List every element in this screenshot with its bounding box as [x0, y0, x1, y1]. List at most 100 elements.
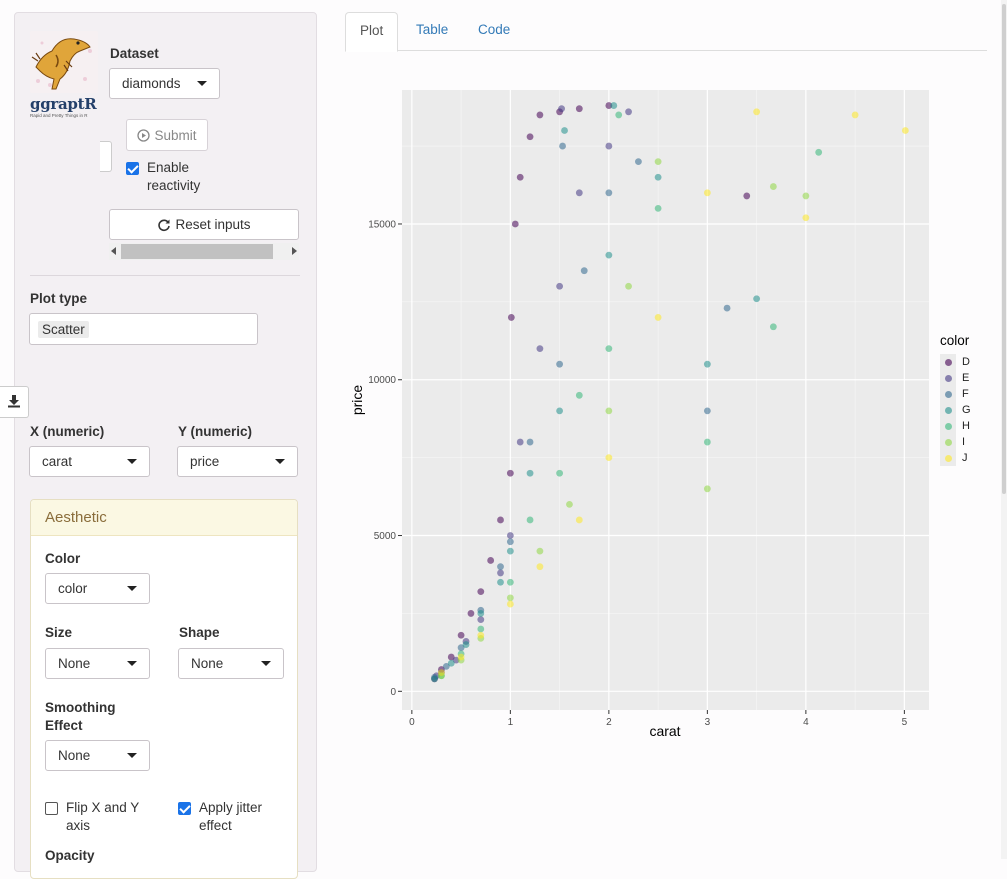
data-point — [901, 127, 909, 134]
data-point — [703, 407, 711, 415]
submit-button[interactable]: Submit — [126, 119, 208, 151]
scroll-left-icon[interactable] — [111, 247, 116, 255]
checkbox-checked-icon[interactable] — [126, 162, 139, 175]
legend-item: F — [940, 386, 971, 402]
data-point — [431, 675, 438, 683]
x-tick-label: 0 — [409, 717, 415, 728]
data-point — [536, 111, 544, 119]
data-point — [487, 557, 495, 564]
y-tick-label: 15000 — [368, 219, 396, 230]
data-point — [561, 127, 568, 134]
x-axis-select[interactable]: carat — [29, 446, 150, 477]
y-axis-label: Y (numeric) — [178, 424, 253, 439]
data-point — [556, 407, 564, 415]
page-scrollbar[interactable] — [1001, 0, 1007, 859]
logo-wordmark: ggraptR — [30, 95, 97, 113]
legend-dot — [944, 454, 952, 462]
chevron-down-icon — [127, 661, 137, 666]
tab-table[interactable]: Table — [416, 22, 449, 37]
legend-label: I — [962, 436, 966, 448]
dataset-select[interactable]: diamonds — [109, 68, 220, 99]
data-point — [654, 158, 662, 166]
flip-axis-checkbox[interactable]: Flip X and Y axis — [45, 799, 155, 835]
data-point — [635, 158, 642, 166]
data-point — [654, 204, 662, 212]
download-button[interactable] — [0, 386, 29, 418]
tab-plot[interactable]: Plot — [345, 12, 399, 52]
data-point — [556, 360, 564, 368]
scatter-plot: 0 1 2 3 4 5 0 5000 10000 15000 price carat — [349, 90, 929, 739]
legend-label: J — [962, 452, 968, 464]
checkbox-checked-icon[interactable] — [178, 802, 191, 815]
enable-reactivity-checkbox[interactable]: Enable reactivity — [126, 159, 246, 195]
data-point — [506, 600, 514, 608]
legend-key — [940, 386, 956, 402]
y-axis-select[interactable]: price — [177, 446, 298, 477]
scroll-right-icon[interactable] — [292, 247, 297, 255]
data-point — [605, 142, 613, 150]
color-label: Color — [45, 551, 81, 566]
legend-label: F — [962, 388, 969, 400]
data-point — [769, 323, 777, 331]
data-point — [447, 659, 455, 667]
collapsed-panel-handle[interactable] — [100, 141, 112, 172]
shape-value: None — [191, 656, 224, 671]
plot-type-value: Scatter — [38, 320, 89, 338]
dataset-value: diamonds — [122, 76, 181, 91]
page-scrollbar-thumb[interactable] — [1002, 4, 1006, 494]
data-point — [526, 516, 534, 524]
data-point — [477, 631, 485, 639]
y-tick-label: 10000 — [368, 375, 396, 386]
size-label: Size — [45, 625, 73, 640]
data-point — [497, 578, 504, 586]
data-point — [703, 438, 711, 446]
x-tick-label: 3 — [705, 717, 711, 728]
data-point — [556, 282, 564, 290]
play-circle-icon — [137, 128, 151, 142]
data-point — [566, 500, 573, 508]
data-point — [477, 625, 485, 633]
data-point — [605, 251, 613, 259]
logo-tagline: Rapid and Pretty Things in R — [30, 113, 88, 118]
smoothing-select[interactable]: None — [45, 740, 150, 771]
chevron-down-icon — [275, 459, 285, 464]
data-point — [497, 569, 504, 577]
plot-type-select[interactable]: Scatter — [29, 313, 258, 345]
aesthetic-panel-title[interactable]: Aesthetic — [31, 500, 297, 536]
plot-panel — [402, 90, 929, 710]
data-point — [556, 469, 564, 477]
x-axis-value: carat — [42, 454, 73, 469]
reset-inputs-button[interactable]: Reset inputs — [109, 209, 299, 240]
data-point — [575, 105, 583, 113]
x-axis-title: carat — [649, 723, 680, 739]
data-point — [467, 610, 475, 617]
data-point — [457, 644, 465, 652]
size-select[interactable]: None — [45, 648, 150, 679]
data-point — [605, 345, 613, 352]
data-point — [558, 105, 565, 113]
data-point — [507, 314, 515, 321]
data-point — [497, 516, 504, 524]
data-point — [477, 616, 485, 624]
tab-code[interactable]: Code — [478, 22, 511, 37]
horizontal-scrollbar[interactable] — [109, 243, 299, 260]
raptor-logo-icon — [30, 31, 98, 93]
data-point — [447, 653, 455, 661]
legend-title: color — [940, 333, 970, 348]
scrollbar-thumb[interactable] — [121, 244, 273, 259]
legend-dot — [944, 406, 952, 414]
shape-select[interactable]: None — [178, 648, 284, 679]
legend-label: E — [962, 372, 970, 384]
refresh-icon — [157, 218, 171, 232]
grid-lines — [402, 90, 929, 710]
legend-dot — [944, 438, 952, 446]
color-select[interactable]: color — [45, 573, 150, 604]
jitter-checkbox[interactable]: Apply jitter effect — [178, 799, 283, 835]
x-tick-label: 2 — [606, 717, 612, 728]
legend-dot — [944, 358, 952, 366]
checkbox-unchecked-icon[interactable] — [45, 802, 58, 815]
x-tick-label: 1 — [508, 717, 514, 728]
data-point — [506, 469, 514, 477]
chevron-down-icon — [127, 586, 137, 591]
